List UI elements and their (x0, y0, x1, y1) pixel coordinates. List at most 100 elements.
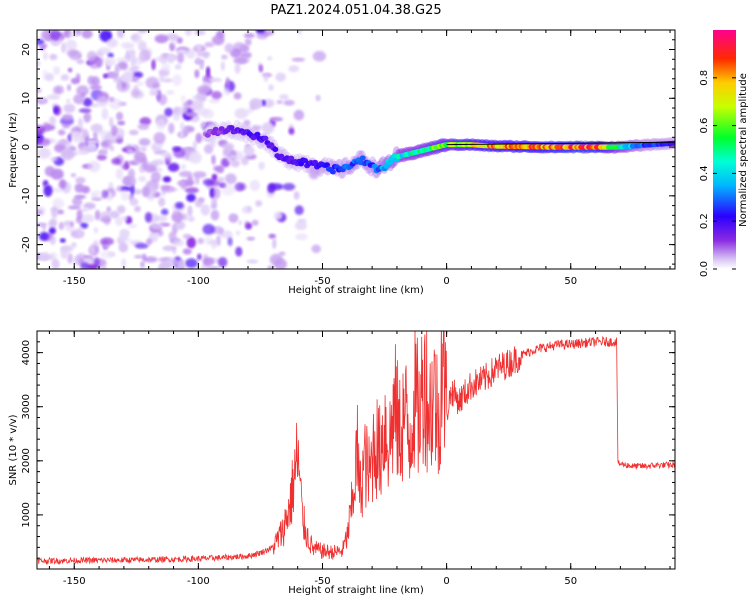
spectrogram-noise-blob (251, 219, 259, 226)
spectrogram-noise-blob (262, 99, 275, 108)
spectrogram-noise-blob (211, 239, 217, 250)
spectrogram-noise-blob (91, 197, 103, 201)
spectrogram-noise-blob (172, 74, 182, 86)
colorbar-tick-label: 0.4 (699, 165, 710, 181)
snr-ytick-label: 2000 (21, 448, 32, 473)
spectrogram-noise-blob (150, 223, 164, 230)
colorbar-tick-label: 0.6 (699, 118, 710, 134)
spectrogram-noise-blob (141, 186, 150, 198)
spectrogram-noise-blob (211, 91, 223, 100)
spectrogram-noise-blob (77, 117, 83, 128)
spectrogram-noise-blob (51, 258, 60, 269)
spectrogram-noise-blob (279, 94, 289, 100)
spectrogram-noise-blob (59, 138, 70, 146)
spectrogram-noise-blob (76, 209, 83, 220)
spectrogram-noise-blob (134, 254, 144, 259)
spectrogram-noise-blob (180, 265, 185, 269)
spectrogram-noise-blob (228, 213, 238, 221)
spectrogram-noise-blob (93, 131, 98, 137)
spectrogram-noise-blob (165, 153, 173, 163)
spectrogram-xtick-label: -50 (314, 276, 330, 287)
spectrogram-noise-blob (203, 257, 215, 266)
spectrogram-noise-blob (44, 166, 56, 177)
spectrogram-noise-blob (235, 246, 243, 257)
spectrogram-noise-blob (180, 95, 186, 102)
spectrogram-noise-blob (78, 258, 84, 265)
spectrogram-ridge-cell (371, 163, 378, 169)
spectrogram-noise-blob (295, 233, 308, 241)
spectrogram-noise-blob (197, 237, 205, 245)
spectrogram-noise-blob (238, 220, 243, 226)
spectrogram-noise-blob (267, 56, 273, 61)
spectrogram-noise-blob (162, 176, 172, 183)
spectrogram-noise-blob (103, 57, 116, 67)
snr-frame (36, 330, 676, 570)
spectrogram-noise-blob (52, 198, 65, 209)
spectrogram-noise-blob (187, 205, 193, 217)
spectrogram-noise-blob (82, 97, 93, 107)
spectrogram-noise-blob (139, 117, 152, 126)
spectrogram-noise-blob (50, 187, 63, 193)
spectrogram-noise-blob (80, 207, 90, 213)
spectrogram-noise-blob (74, 194, 87, 199)
spectrogram-noise-blob (156, 119, 166, 130)
spectrogram-noise-blob (244, 38, 252, 46)
spectrogram-ytick-label: 10 (21, 92, 32, 105)
spectrogram-noise-blob (243, 145, 255, 157)
spectrogram-noise-blob (67, 253, 73, 264)
spectrogram-noise-blob (175, 202, 184, 209)
spectrogram-noise-blob (76, 59, 85, 65)
spectrogram-noise-blob (186, 236, 196, 249)
spectrogram-reference-line (446, 141, 675, 146)
spectrogram-noise-blob (183, 128, 189, 136)
spectrogram-noise-blob (71, 131, 83, 143)
spectrogram-noise-blob (315, 94, 321, 102)
spectrogram-noise-blob (204, 42, 215, 48)
spectrogram-noise-blob (258, 64, 264, 73)
spectrogram-noise-blob (187, 216, 195, 222)
spectrogram-noise-blob (225, 77, 230, 88)
spectrogram-noise-blob (137, 40, 147, 52)
spectrogram-noise-blob (276, 100, 283, 105)
spectrogram-noise-blob (100, 141, 110, 147)
spectrogram-noise-blob (43, 185, 53, 197)
spectrogram-noise-blob (67, 32, 80, 38)
spectrogram-noise-blob (294, 205, 304, 216)
spectrogram-noise-blob (200, 204, 211, 216)
spectrogram-noise-blob (101, 108, 109, 120)
spectrogram-ytick-label: -20 (21, 236, 32, 252)
spectrogram-noise-blob (67, 67, 73, 73)
spectrogram-noise-blob (211, 35, 225, 46)
spectrogram-noise-blob (107, 52, 114, 58)
spectrogram-noise-blob (209, 77, 223, 83)
spectrogram-noise-blob (134, 81, 144, 87)
snr-panel: -150 -100 -50 0 50 1000 2000 3000 4000 Height of… (8, 330, 676, 596)
spectrogram-noise-blob (99, 30, 112, 42)
spectrogram-noise-blob (172, 112, 181, 121)
spectrogram-noise-blob (246, 259, 259, 264)
spectrogram-noise-blob (202, 178, 215, 186)
colorbar-tick-label: 0.0 (699, 261, 710, 277)
snr-series (37, 331, 675, 566)
spectrogram-noise-blob (224, 43, 234, 53)
snr-xtick-label: -50 (314, 576, 330, 587)
spectrogram-noise-blob (93, 227, 99, 234)
spectrogram-noise-blob (205, 66, 211, 78)
spectrogram-noise-blob (121, 258, 127, 269)
spectrogram-noise-blob (225, 173, 237, 184)
spectrogram-noise-blob (195, 43, 202, 52)
spectrogram-noise-blob (161, 208, 169, 216)
spectrogram-noise-blob (140, 261, 145, 268)
spectrogram-xtick-label: -100 (187, 276, 210, 287)
spectrogram-noise-blob (100, 237, 114, 246)
spectrogram-noise-blob (268, 84, 274, 91)
spectrogram-noise-blob (65, 39, 77, 52)
spectrogram-noise-blob (74, 183, 85, 193)
spectrogram-noise-blob (188, 152, 202, 164)
spectrogram-noise-blob (51, 206, 58, 219)
spectrogram-noise-blob (173, 209, 178, 215)
spectrogram-ridge-cell (383, 163, 390, 169)
colorbar-tick-label: 0.2 (699, 213, 710, 229)
spectrogram-noise-blob (95, 50, 104, 58)
spectrogram-noise-blob (221, 54, 228, 60)
